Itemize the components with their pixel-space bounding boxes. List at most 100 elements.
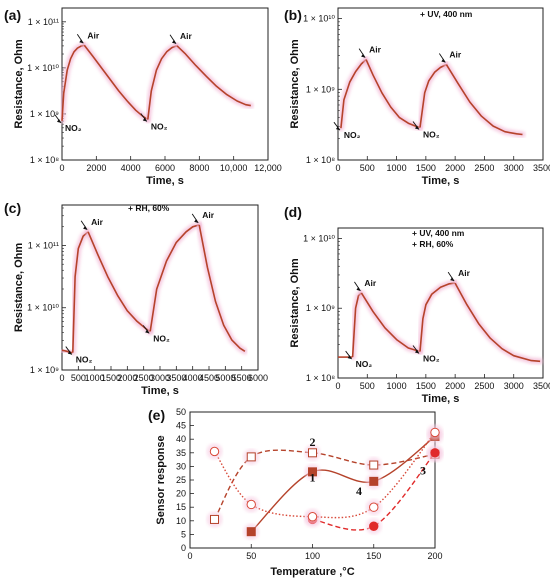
x-axis-label: Time, s <box>422 393 460 405</box>
y-tick-label: 1 × 10¹¹ <box>28 17 59 27</box>
series-1-line <box>250 435 436 533</box>
response-curve-segment <box>419 282 456 352</box>
y-tick-label: 0 <box>181 543 186 553</box>
x-tick-label: 1000 <box>387 381 407 391</box>
annotation-arrowhead <box>356 286 361 291</box>
annotation-label: NO₂ <box>151 121 168 131</box>
y-tick-label: 1 × 10¹¹ <box>28 240 59 250</box>
annotation-arrowhead <box>79 39 84 44</box>
x-tick-label: 0 <box>335 381 340 391</box>
response-curve-segment <box>419 63 447 128</box>
x-tick-label: 3500 <box>533 381 550 391</box>
response-curve-segment <box>445 64 523 136</box>
y-tick-label: 1 × 10¹⁰ <box>27 303 59 313</box>
panel-label-a: (a) <box>4 7 21 23</box>
x-tick-label: 0 <box>335 163 340 173</box>
x-axis-label: Time, s <box>422 175 460 187</box>
annotation-arrowhead <box>361 53 366 58</box>
x-tick-label: 500 <box>360 381 375 391</box>
x-tick-label: 1500 <box>416 163 436 173</box>
series-2-marker <box>246 452 256 462</box>
x-tick-label: 1000 <box>85 373 105 383</box>
y-tick-label: 25 <box>176 475 186 485</box>
x-tick-label: 4000 <box>121 163 141 173</box>
y-tick-label: 50 <box>176 407 186 417</box>
annotation-label: Air <box>364 278 377 288</box>
x-tick-label: 500 <box>360 163 375 173</box>
y-tick-label: 1 × 10¹⁰ <box>27 63 59 73</box>
annotation-label: Air <box>369 45 382 55</box>
x-tick-label: 2000 <box>86 163 106 173</box>
series-highlight <box>443 61 526 138</box>
x-tick-label: 12,000 <box>254 163 282 173</box>
panel-label-d: (d) <box>284 204 302 220</box>
x-tick-label: 3000 <box>504 163 524 173</box>
annotation-arrowhead <box>441 58 446 63</box>
annotation-label: NO₂ <box>423 129 440 139</box>
series-4-marker <box>209 446 220 457</box>
x-tick-label: 2000 <box>445 163 465 173</box>
series-3-marker <box>430 448 440 458</box>
annotation-label: NO₂ <box>153 333 170 343</box>
series-1-label: 1 <box>310 470 316 484</box>
y-axis-label: Resistance, Ohm <box>13 243 25 332</box>
x-tick-label: 2500 <box>474 163 494 173</box>
series-2-label: 2 <box>310 435 316 449</box>
series-1-marker <box>246 527 256 537</box>
series-highlight <box>174 42 254 109</box>
response-curve-segment <box>83 44 149 121</box>
annotation-arrowhead <box>145 329 150 334</box>
x-tick-label: 8000 <box>189 163 209 173</box>
response-curve-segment <box>360 292 421 353</box>
x-tick-label: 500 <box>71 373 86 383</box>
x-tick-label: 2500 <box>134 373 154 383</box>
y-tick-label: 30 <box>176 461 186 471</box>
annotation-label: NO₂ <box>76 355 93 365</box>
x-tick-label: 0 <box>59 373 64 383</box>
x-tick-label: 6000 <box>248 373 268 383</box>
annotation-arrowhead <box>415 349 419 354</box>
series-2-marker <box>210 514 219 524</box>
response-curve-segment <box>340 59 367 129</box>
x-axis-label: Time, s <box>141 385 179 397</box>
x-tick-label: 5000 <box>215 373 235 383</box>
y-tick-label: 40 <box>176 434 186 444</box>
annotation-label: Air <box>202 210 215 220</box>
response-curve-segment <box>149 224 200 332</box>
annotation-label: NO₂ <box>356 359 373 369</box>
annotation-arrowhead <box>194 218 199 223</box>
x-tick-label: 2000 <box>445 381 465 391</box>
series-4-marker <box>369 502 379 512</box>
response-curve-segment <box>176 45 251 107</box>
series-highlight <box>85 228 154 335</box>
y-tick-label: 15 <box>176 502 186 512</box>
series-highlight <box>337 56 370 132</box>
y-tick-label: 1 × 10⁸ <box>306 373 335 383</box>
x-tick-label: 2000 <box>117 373 137 383</box>
x-tick-label: 4500 <box>199 373 219 383</box>
condition-label: + UV, 400 nm <box>420 9 473 19</box>
series-4-marker <box>246 499 256 510</box>
series-4-marker <box>430 427 440 438</box>
y-axis-label: Sensor response <box>155 435 167 524</box>
x-tick-label: 1000 <box>387 163 407 173</box>
series-4-label: 4 <box>356 484 362 498</box>
x-tick-label: 0 <box>59 163 64 173</box>
y-tick-label: 10 <box>176 516 186 526</box>
x-axis-label: Time, s <box>146 175 184 187</box>
annotation-arrowhead <box>450 277 455 282</box>
x-tick-label: 50 <box>246 551 256 561</box>
series-highlight <box>363 56 423 131</box>
x-tick-label: 150 <box>366 551 381 561</box>
series-1-marker <box>308 467 317 477</box>
series-highlight <box>358 289 423 355</box>
y-tick-label: 45 <box>176 421 186 431</box>
annotation-arrowhead <box>67 350 72 355</box>
condition-label: + UV, 400 nm <box>412 228 465 238</box>
annotation-arrowhead <box>172 39 177 44</box>
x-tick-label: 100 <box>305 551 320 561</box>
x-tick-label: 3500 <box>533 163 550 173</box>
series-4-line <box>213 431 436 519</box>
panel-d-frame <box>337 227 544 379</box>
